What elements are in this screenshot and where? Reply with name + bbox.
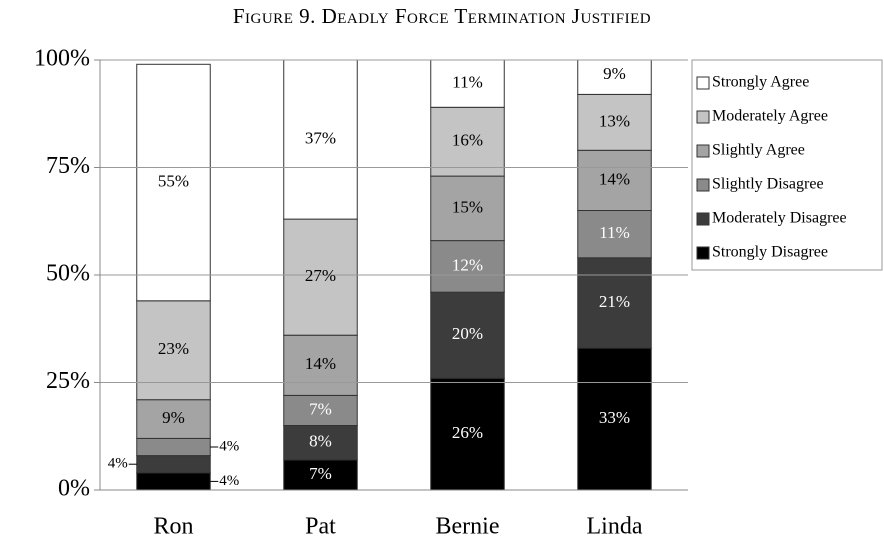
value-label: 33%	[599, 408, 630, 427]
y-tick-label: 100%	[34, 46, 90, 72]
legend-label: Strongly Agree	[712, 74, 809, 91]
value-label: 4%	[108, 456, 128, 472]
value-label: 4%	[219, 473, 239, 489]
value-label: 7%	[309, 399, 332, 418]
legend-label: Moderately Disagree	[712, 210, 847, 227]
legend-swatch	[696, 110, 710, 124]
chart-title: Figure 9. Deadly Force Termination Justi…	[233, 4, 651, 28]
bar-segment	[283, 459, 358, 490]
value-label: 11%	[599, 223, 630, 242]
legend-swatch	[696, 212, 710, 226]
value-label: 23%	[158, 339, 189, 358]
bar-segment	[430, 60, 505, 108]
bar-segment	[430, 291, 505, 379]
x-tick-label: Linda	[587, 514, 643, 540]
value-label: 7%	[309, 464, 332, 483]
legend-swatch	[696, 178, 710, 192]
legend-label: Slightly Agree	[712, 142, 805, 159]
legend-label: Strongly Disagree	[712, 244, 828, 261]
value-label: 14%	[599, 169, 630, 188]
bar-segment	[430, 106, 505, 177]
legend-label: Slightly Disagree	[712, 176, 824, 193]
legend-label: Moderately Agree	[712, 108, 828, 125]
bar-segment	[136, 399, 211, 439]
x-tick-label: Ron	[153, 514, 193, 540]
value-label: 13%	[599, 111, 630, 130]
value-label: 55%	[158, 171, 189, 190]
value-label: 9%	[603, 64, 626, 83]
legend-box	[691, 59, 883, 271]
bar-segment	[577, 93, 652, 151]
bar-segment	[577, 347, 652, 490]
value-label: 20%	[452, 324, 483, 343]
bar-segment	[136, 455, 211, 474]
bar-segment	[430, 175, 505, 242]
bar-segment	[577, 149, 652, 212]
value-label: 4%	[219, 438, 239, 454]
bar-segment	[136, 63, 211, 302]
bar-segment	[136, 472, 211, 490]
value-label: 9%	[162, 408, 185, 427]
legend-swatch	[696, 76, 710, 90]
value-label: 21%	[599, 292, 630, 311]
bar-segment	[136, 437, 211, 457]
bar-segment	[283, 425, 358, 461]
plot-area	[136, 60, 652, 490]
bar-segment	[430, 377, 505, 490]
legend-swatch	[696, 246, 710, 260]
x-tick-label: Bernie	[436, 514, 500, 540]
bar-segment	[430, 240, 505, 293]
value-label: 16%	[452, 131, 483, 150]
bar-segment	[577, 60, 652, 95]
bar-segment	[577, 210, 652, 259]
y-tick-label: 25%	[46, 368, 90, 394]
value-label: 37%	[305, 128, 336, 147]
value-label: 12%	[452, 255, 483, 274]
bar-segment	[577, 257, 652, 349]
value-label: 15%	[452, 197, 483, 216]
bar-segment	[283, 60, 358, 220]
value-label: 8%	[309, 432, 332, 451]
value-label: 11%	[452, 73, 483, 92]
x-tick-label: Pat	[305, 514, 336, 540]
bar-segment	[283, 218, 358, 336]
bar-segment	[283, 334, 358, 396]
y-tick-label: 0%	[58, 476, 90, 502]
value-label: 14%	[305, 354, 336, 373]
y-tick-label: 50%	[46, 261, 90, 287]
y-tick-label: 75%	[46, 153, 90, 179]
value-label: 26%	[452, 423, 483, 442]
bar-segment	[283, 394, 358, 426]
bar-segment	[136, 300, 211, 401]
value-label: 27%	[305, 266, 336, 285]
legend-swatch	[696, 144, 710, 158]
